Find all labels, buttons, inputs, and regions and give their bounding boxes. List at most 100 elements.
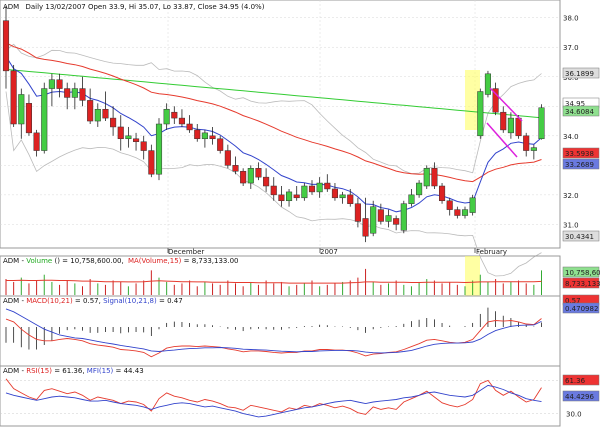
candle (217, 135, 224, 154)
macd-legend-signal-value: = 0.47 (159, 297, 183, 305)
candle-body (469, 197, 476, 213)
price-badge-text: 33.2689 (565, 161, 594, 169)
trend-line-lower (486, 122, 518, 158)
candle-body (324, 182, 331, 190)
candle-body (25, 103, 32, 134)
rsi-legend-mfi-label: MFI(15) (87, 367, 114, 375)
rsi-legend-rsi-value: = 61.36, (54, 367, 87, 375)
price-badge-text: 34.6084 (565, 108, 594, 116)
candle-body (102, 108, 109, 119)
candle-body (10, 70, 17, 125)
candle-body (33, 132, 40, 151)
candle-body (209, 135, 216, 140)
candle-body (186, 123, 193, 131)
candle (347, 188, 354, 207)
candle (25, 94, 32, 136)
rsi-panel: 70.030.0 ADM - RSI(15) = 61.36, MFI(15) … (0, 365, 600, 427)
candle (102, 91, 109, 122)
volume-ma-badge-text: 8,733,133 (565, 280, 600, 288)
volume-badges: 10,758,600 8,733,133 (562, 266, 600, 289)
candle (171, 106, 178, 124)
y-tick-label: 31.0 (563, 221, 579, 229)
candle-body (224, 150, 231, 166)
candle (240, 168, 247, 186)
signal-badge-bg (562, 302, 600, 314)
candle (33, 129, 40, 157)
candle-body (94, 108, 101, 122)
candle (201, 129, 208, 148)
candle (64, 82, 71, 110)
volume-ma-line (6, 279, 542, 284)
macd-panel: ADM - MACD(10,21) = 0.57, Signal(10,21,8… (0, 294, 600, 367)
candle (125, 126, 132, 148)
price-badge-text: 36.1899 (565, 70, 594, 78)
candle-body (110, 117, 117, 128)
candle (439, 183, 446, 204)
candle (293, 186, 300, 201)
macd-legend: ADM - MACD(10,21) = 0.57, Signal(10,21,8… (3, 297, 183, 305)
rsi-legend: ADM - RSI(15) = 61.36, MFI(15) = 44.43 (3, 367, 144, 375)
candle-body (232, 165, 239, 172)
macd-legend-signal-label: Signal(10,21,8) (103, 297, 157, 305)
rsi-badges: 61.36 44.4296 (562, 374, 600, 402)
price-badge: 30.4341 (562, 230, 600, 242)
candle-body (178, 117, 185, 125)
rsi-legend-prefix: ADM - (3, 367, 26, 375)
candle-body (2, 20, 10, 72)
candle-body (64, 88, 71, 98)
candle-body (431, 168, 438, 187)
price-panel-frame (0, 0, 561, 249)
candle (400, 200, 407, 234)
candle-body (354, 203, 361, 222)
candle (393, 215, 400, 231)
candle (186, 115, 193, 133)
macd-legend-macd-value: = 0.57, (75, 297, 103, 305)
mfi-badge: 44.4296 (562, 390, 600, 402)
candle (477, 88, 484, 139)
macd-badges: 0.570.470982 (562, 294, 600, 314)
candle-body (41, 88, 48, 151)
candle-body (377, 209, 384, 222)
candle (377, 203, 384, 225)
price-badge-bg (562, 105, 600, 117)
candle (523, 132, 530, 157)
candle-body (408, 194, 415, 204)
candle-body (87, 100, 94, 122)
candle (416, 180, 423, 198)
candle (286, 188, 293, 207)
volume-legend-ma-value: = 8,733,133.00 (184, 257, 239, 265)
candle-body (194, 129, 201, 140)
candle-body (270, 185, 277, 196)
candle (148, 144, 155, 178)
candle-body (515, 117, 522, 137)
candle (408, 188, 415, 207)
candle (331, 183, 338, 201)
candle (500, 106, 507, 133)
x-label-december: December (168, 248, 204, 256)
signal-line (5, 308, 542, 354)
x-label-february: February (476, 248, 507, 256)
price-badge: 33.5938 (562, 147, 600, 159)
candle-body (201, 132, 208, 140)
candle-body (155, 123, 163, 175)
candle-body (423, 168, 430, 187)
candle (324, 174, 331, 192)
candle (454, 206, 461, 219)
candle-body (316, 182, 323, 193)
moving-average-blue-line (5, 56, 542, 213)
candle-body (362, 218, 369, 237)
volume-legend-vol-label: Volume (26, 257, 52, 265)
signal-badge: 0.470982 (562, 302, 600, 314)
candle (339, 191, 346, 204)
volume-badge-bg (562, 266, 600, 278)
macd-legend-prefix: ADM - (3, 297, 26, 305)
candle-body (79, 88, 86, 101)
candle-body (370, 206, 377, 234)
volume-ma-badge-bg (562, 277, 600, 289)
candle-body (117, 126, 124, 140)
volume-badge-text: 10,758,600 (565, 269, 600, 277)
macd-histogram (5, 307, 542, 350)
candle (423, 165, 430, 189)
price-badge-bg (562, 67, 600, 79)
candle-body (446, 200, 453, 210)
